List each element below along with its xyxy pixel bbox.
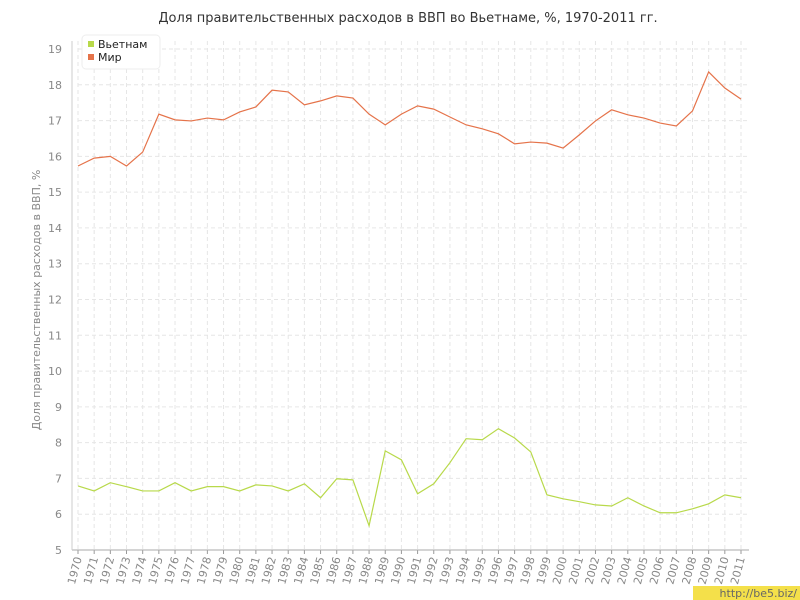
y-tick-label: 9 — [55, 401, 62, 414]
legend-label: Мир — [98, 51, 122, 64]
y-tick-label: 5 — [55, 544, 62, 557]
y-tick-label: 18 — [48, 79, 62, 92]
y-tick-label: 8 — [55, 437, 62, 450]
y-tick-label: 12 — [48, 294, 62, 307]
y-tick-label: 16 — [48, 150, 62, 163]
series-line — [77, 427, 742, 528]
watermark-bg — [693, 586, 800, 600]
y-tick-label: 11 — [48, 329, 62, 342]
y-tick-label: 6 — [55, 508, 62, 521]
y-tick-label: 7 — [55, 472, 62, 485]
y-tick-label: 13 — [48, 258, 62, 271]
grid: 5678910111213141516171819197019711972197… — [48, 41, 749, 586]
y-tick-label: 10 — [48, 365, 62, 378]
legend-swatch — [88, 54, 94, 60]
legend-box — [81, 34, 161, 70]
y-tick-label: 15 — [48, 186, 62, 199]
plot — [77, 70, 742, 528]
series-line — [77, 70, 742, 167]
legend-label: Вьетнам — [98, 38, 147, 51]
y-tick-label: 17 — [48, 115, 62, 128]
y-tick-label: 14 — [48, 222, 62, 235]
legend-swatch — [88, 41, 94, 47]
watermark: http://be5.biz/ — [720, 587, 798, 600]
chart-title: Доля правительственных расходов в ВВП во… — [158, 11, 657, 26]
y-tick-label: 19 — [48, 43, 62, 56]
y-axis-label: Доля правительственных расходов в ВВП, % — [30, 170, 43, 431]
